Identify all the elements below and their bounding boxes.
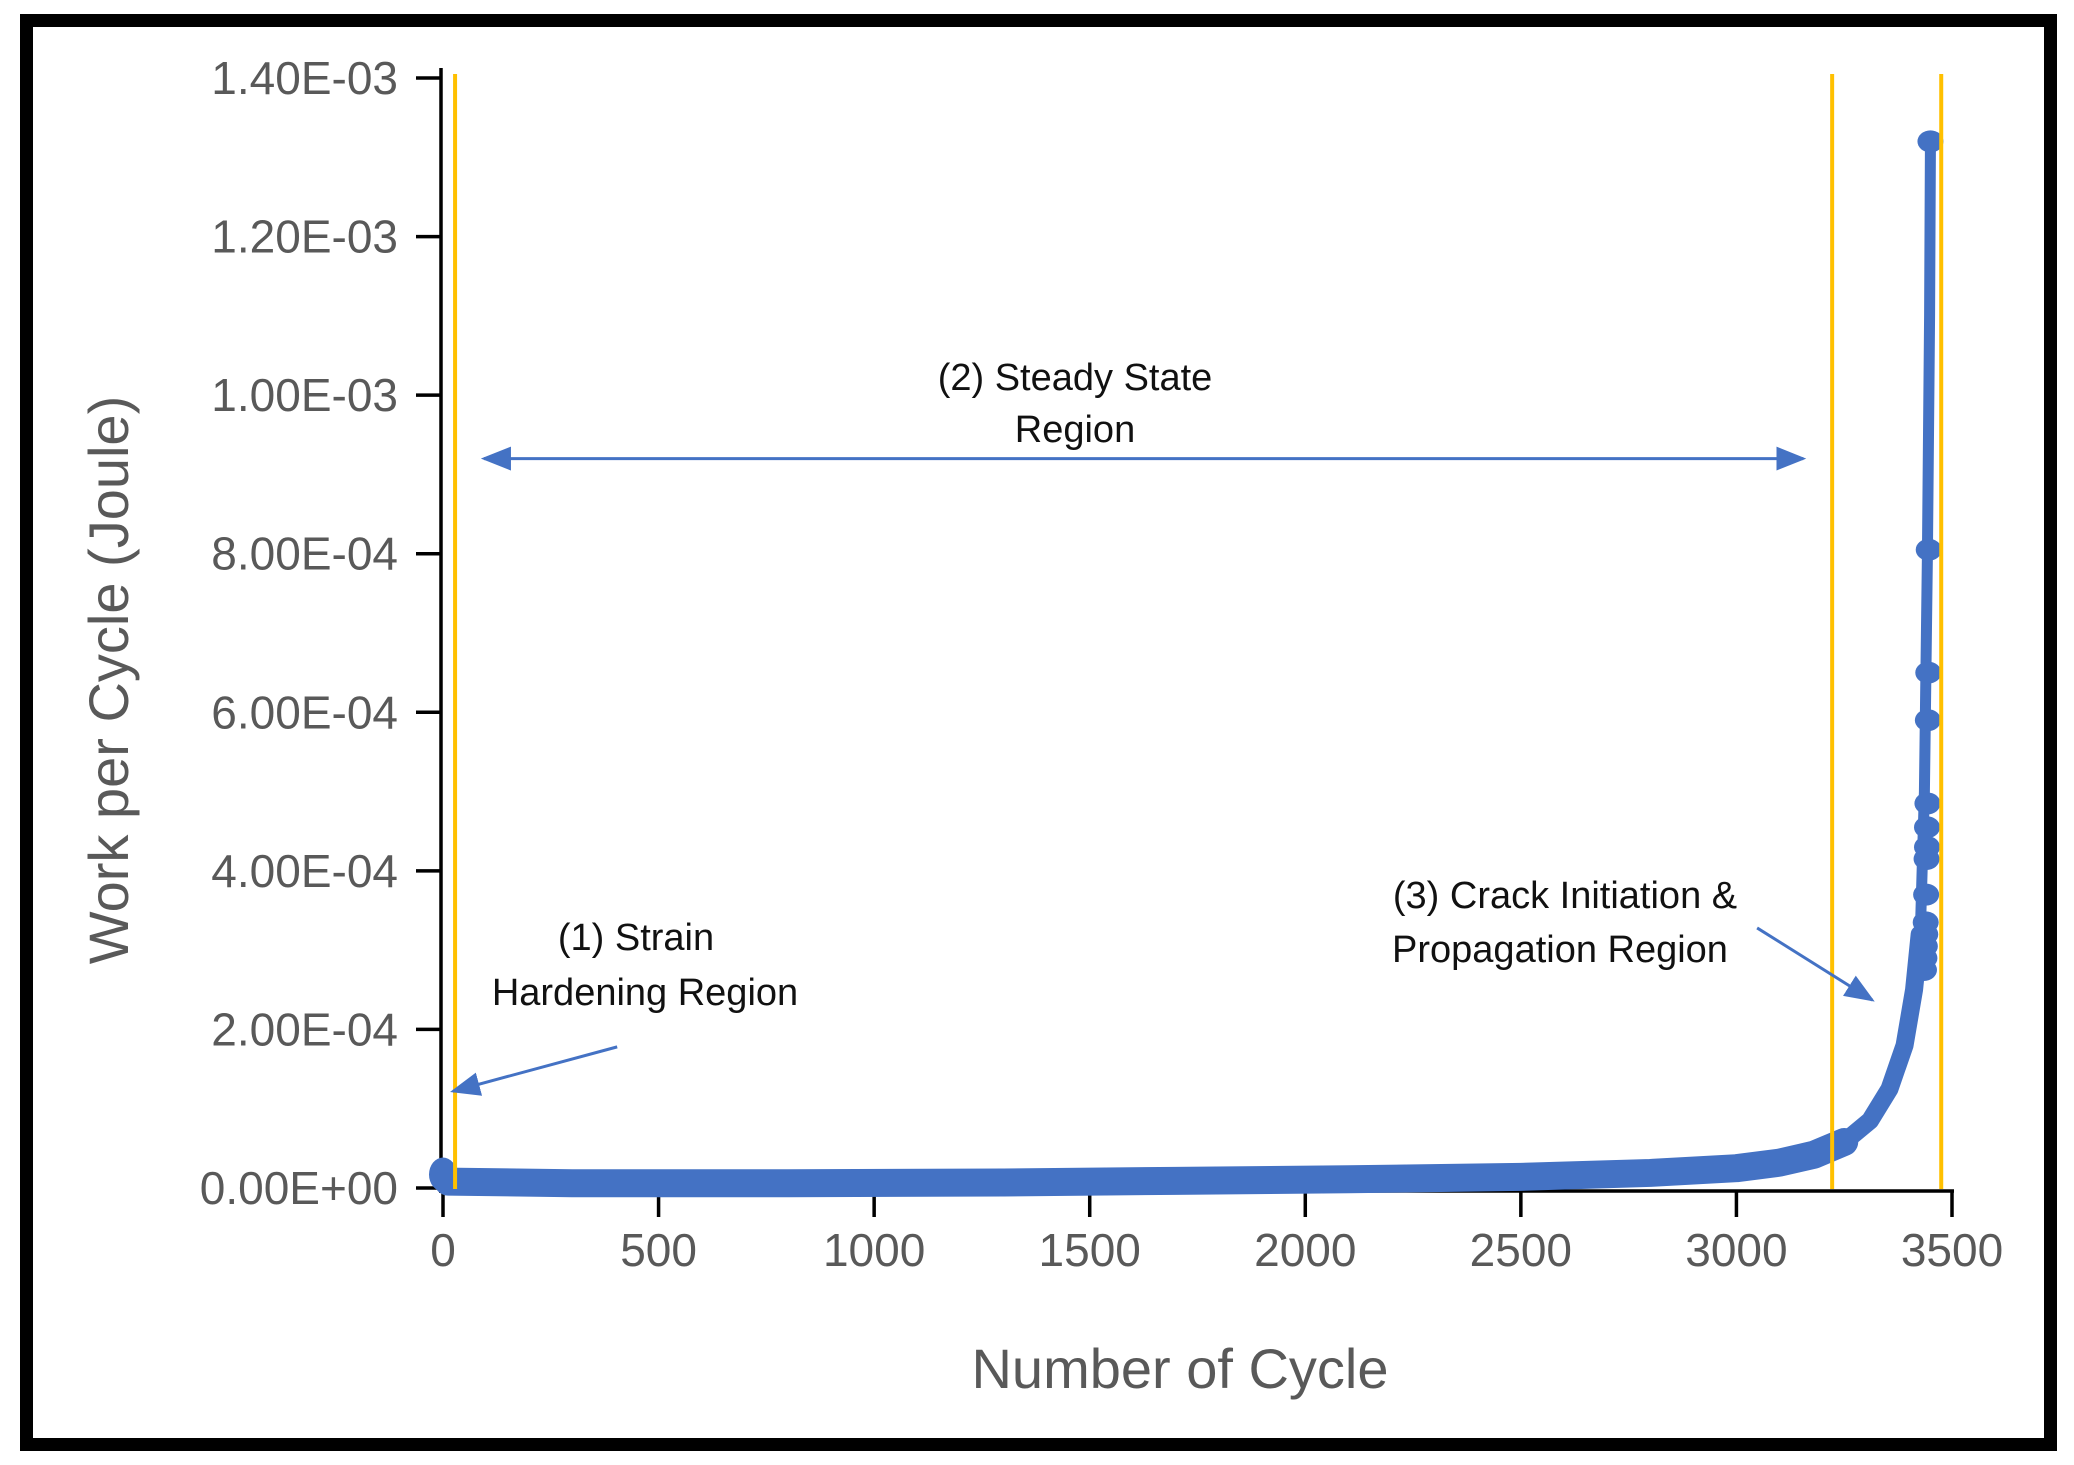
annotation-arrow-1	[450, 1045, 618, 1096]
annotation-arrow-3	[1756, 926, 1875, 1002]
annotation-crack-initiation-line1: (3) Crack Initiation &	[1393, 875, 1737, 917]
data-point	[1915, 661, 1942, 684]
y-axis-title: Work per Cycle (Joule)	[77, 396, 140, 964]
x-tick-label: 2500	[1470, 1224, 1572, 1276]
arrows-layer	[450, 446, 1875, 1096]
x-tick-label: 3500	[1901, 1224, 2003, 1276]
region-boundary-lines-layer	[453, 74, 1944, 1189]
data-point	[1913, 816, 1940, 839]
data-point	[1915, 538, 1942, 561]
y-tick-label: 1.40E-03	[211, 52, 398, 104]
data-point	[1914, 792, 1941, 815]
data-series-baseline	[434, 1128, 1859, 1198]
figure-frame	[20, 14, 2057, 1451]
y-tick-label: 1.20E-03	[211, 211, 398, 263]
annotation-strain-hardening-line1: (1) Strain	[558, 917, 714, 959]
x-tick-label: 500	[620, 1224, 697, 1276]
x-tick-label: 1000	[823, 1224, 925, 1276]
axes-layer: 0.00E+00 2.00E-04 4.00E-04 6.00E-04 8.00E-04…	[200, 52, 2003, 1276]
annotation-steady-state: (2) Steady State Region	[938, 357, 1213, 451]
annotation-strain-hardening: (1) Strain Hardening Region	[492, 917, 798, 1014]
x-tick-label: 3000	[1685, 1224, 1787, 1276]
x-tick-label: 1500	[1039, 1224, 1141, 1276]
data-point	[1913, 847, 1940, 870]
data-series-layer	[429, 130, 1944, 1198]
y-tick-label: 2.00E-04	[211, 1003, 398, 1055]
annotation-steady-state-line1: (2) Steady State	[938, 357, 1213, 399]
y-tick-label: 6.00E-04	[211, 686, 398, 738]
data-point	[1914, 709, 1941, 732]
x-tick-label: 0	[430, 1224, 456, 1276]
data-point	[1917, 130, 1944, 153]
x-axis-title: Number of Cycle	[971, 1337, 1388, 1400]
annotation-strain-hardening-line2: Hardening Region	[492, 972, 798, 1014]
y-tick-label: 4.00E-04	[211, 845, 398, 897]
data-series-bend	[1835, 925, 1929, 1152]
y-tick-label: 8.00E-04	[211, 528, 398, 580]
data-point	[1910, 958, 1937, 981]
y-tick-label: 0.00E+00	[200, 1162, 398, 1214]
annotation-crack-initiation: (3) Crack Initiation & Propagation Regio…	[1392, 875, 1737, 971]
x-tick-label: 2000	[1254, 1224, 1356, 1276]
annotation-crack-initiation-line2: Propagation Region	[1392, 929, 1728, 971]
annotation-steady-state-line2: Region	[1015, 409, 1135, 451]
y-tick-label: 1.00E-03	[211, 369, 398, 421]
data-point	[1913, 883, 1940, 906]
